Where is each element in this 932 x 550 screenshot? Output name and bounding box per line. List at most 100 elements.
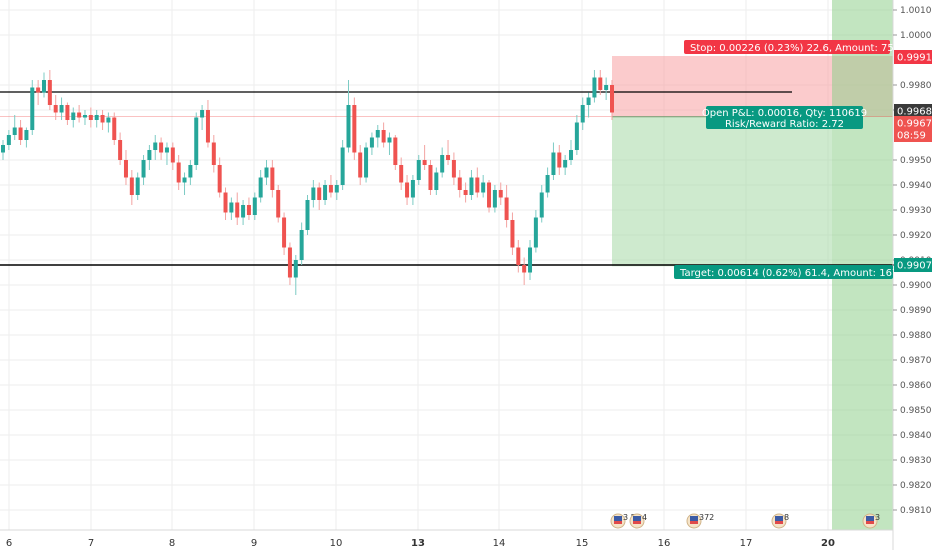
rr-label: Risk/Reward Ratio: 2.72 — [725, 119, 844, 130]
candle-body — [241, 205, 246, 218]
stop-label: Stop: 0.00226 (0.23%) 22.6, Amount: 750 — [690, 43, 900, 54]
candle-body — [487, 182, 492, 208]
event-flag-icon[interactable]: 8 — [771, 513, 789, 529]
candle-body — [369, 137, 374, 148]
candle-body — [311, 187, 316, 200]
target-price-tag-box — [894, 258, 932, 272]
candle-body — [504, 197, 509, 220]
candle-body — [557, 152, 562, 168]
candle-body — [457, 177, 462, 190]
candle-body — [276, 190, 281, 218]
candle-body — [539, 192, 544, 218]
candle-body — [551, 152, 556, 175]
x-tick-label: 20 — [821, 538, 835, 549]
candle-body — [100, 115, 105, 123]
x-tick-label: 6 — [6, 538, 12, 549]
candle-body — [282, 217, 287, 248]
candle-body — [194, 117, 199, 165]
candle-body — [235, 202, 240, 218]
countdown-tag-box — [894, 128, 932, 142]
candle-body — [88, 115, 93, 120]
x-tick-label: 17 — [740, 538, 753, 549]
flag-stripe — [775, 521, 783, 524]
economic-events[interactable]: 3 5 4 372 8 3 — [610, 513, 880, 529]
candle-body — [440, 155, 445, 173]
x-tick-label: 13 — [411, 538, 425, 549]
candle-body — [118, 140, 123, 160]
flag-canton — [775, 516, 783, 521]
candle-body — [399, 165, 404, 183]
event-count: 4 — [642, 513, 647, 522]
candle-body — [12, 127, 17, 135]
candle-body — [451, 160, 456, 178]
event-flag-icon[interactable]: 3 5 — [610, 513, 636, 529]
current-price-tag: 0.99689 — [897, 107, 932, 118]
candle-body — [223, 192, 228, 213]
candle-body — [141, 160, 146, 178]
candle-body — [71, 112, 76, 120]
candle-body — [36, 87, 41, 93]
candle-body — [129, 177, 134, 195]
candle-body — [211, 142, 216, 165]
candle-body — [1, 145, 5, 153]
x-tick-label: 15 — [576, 538, 589, 549]
candle-body — [528, 247, 533, 273]
flag-canton — [866, 516, 874, 521]
candle-body — [264, 167, 269, 178]
candle-body — [53, 105, 58, 113]
candle-body — [328, 185, 333, 193]
candle-body — [410, 180, 415, 198]
candle-body — [498, 190, 503, 198]
candle-body — [434, 172, 439, 190]
candle-body — [317, 187, 322, 200]
flag-stripe — [690, 521, 698, 524]
target-price-tag: 0.99075 — [897, 261, 932, 272]
candle-body — [82, 115, 87, 118]
candle-body — [123, 160, 128, 178]
flag-stripe — [614, 521, 622, 524]
candle-body — [375, 130, 380, 138]
event-flag-icon[interactable]: 372 — [686, 513, 714, 529]
candle-body — [422, 160, 427, 165]
trade-labels: Stop: 0.00226 (0.23%) 22.6, Amount: 750 O… — [674, 40, 932, 279]
candle-body — [475, 177, 480, 193]
stop-price-tag: 0.99915 — [897, 53, 932, 64]
candle-body — [510, 220, 515, 248]
candle-body — [446, 155, 451, 160]
candle-body — [246, 205, 251, 215]
y-tick-label: 0.98100 — [900, 506, 932, 516]
flag-canton — [614, 516, 622, 521]
event-flag-icon[interactable]: 4 — [629, 513, 647, 529]
candle-body — [387, 137, 392, 143]
candle-body — [563, 160, 568, 168]
x-tick-label: 9 — [251, 538, 257, 549]
candle-body — [469, 177, 474, 195]
pnl-label: Open P&L: 0.00016, Qty: 110619 — [702, 108, 867, 119]
candle-body — [358, 152, 363, 178]
candle-body — [47, 80, 52, 105]
candle-body — [18, 127, 23, 140]
candle-body — [153, 142, 158, 150]
x-tick-label: 14 — [493, 538, 506, 549]
candle-body — [200, 110, 205, 118]
event-flag-icon[interactable]: 3 — [862, 513, 880, 529]
event-count: 3 — [875, 513, 880, 522]
candle-body — [159, 142, 164, 153]
candle-body — [258, 177, 263, 198]
candle-body — [293, 260, 298, 278]
candle-body — [287, 247, 292, 278]
x-tick-label: 16 — [658, 538, 671, 549]
pnl-label-box — [706, 106, 863, 129]
candle-body — [305, 200, 310, 230]
candle-body — [393, 137, 398, 165]
candle-body — [6, 135, 11, 145]
target-label: Target: 0.00614 (0.62%) 61.4, Amount: 16… — [679, 268, 914, 279]
